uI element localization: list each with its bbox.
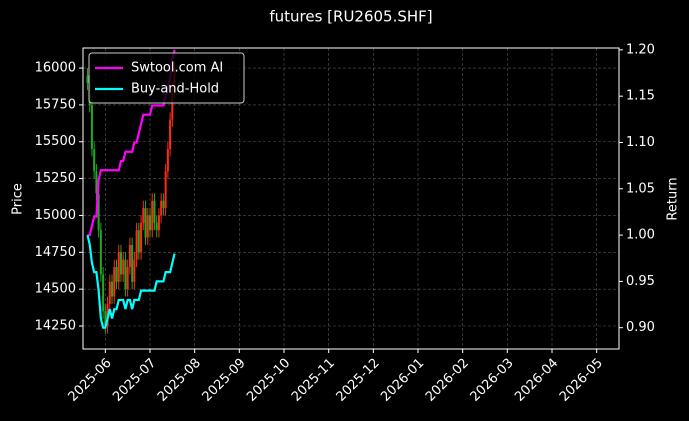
y2-tick-label: 0.90 <box>626 320 655 335</box>
candle-body <box>128 244 131 268</box>
candle-body <box>151 200 154 231</box>
y-tick-label: 15250 <box>35 171 76 186</box>
candle-body <box>160 200 163 216</box>
x-tick-label: 2025-06 <box>66 356 115 405</box>
candle-body <box>146 215 149 238</box>
candle-body <box>142 208 145 223</box>
candle-body <box>166 149 169 172</box>
chart-title: futures [RU2605.SHF] <box>269 8 432 26</box>
y-tick-label: 14750 <box>35 245 76 260</box>
candle-body <box>111 281 114 297</box>
candle-body <box>95 171 98 194</box>
candle-body <box>153 200 156 223</box>
candle-body <box>102 274 105 312</box>
candle-body <box>140 222 143 253</box>
plot-frame <box>82 47 620 350</box>
x-tick-label: 2025-12 <box>334 356 383 405</box>
y-tick-label: 14500 <box>35 282 76 297</box>
candle-body <box>164 171 167 209</box>
x-tick-label: 2026-03 <box>468 356 517 405</box>
candle-body <box>144 208 147 238</box>
candle-body <box>104 311 107 327</box>
candle-body <box>131 244 134 282</box>
x-tick-label: 2026-01 <box>378 356 427 405</box>
x-tick-label: 2025-08 <box>155 356 204 405</box>
candle-body <box>119 252 122 275</box>
candle-body <box>171 90 174 120</box>
candle-body <box>169 119 172 150</box>
y-tick-label: 15750 <box>35 97 76 112</box>
y-axis-label: Price <box>11 183 26 215</box>
candle-body <box>99 230 102 275</box>
candle-body <box>124 259 127 290</box>
candle-body <box>133 259 136 282</box>
candle-body <box>90 104 93 150</box>
y2-tick-label: 1.05 <box>626 181 655 196</box>
candle-body <box>108 281 111 304</box>
candle-body <box>86 75 89 83</box>
y2-axis-label: Return <box>666 177 681 220</box>
candle-body <box>162 200 165 209</box>
legend-box <box>88 52 245 104</box>
candle-body <box>115 267 118 282</box>
x-tick-label: 2026-04 <box>512 356 561 405</box>
x-tick-label: 2025-11 <box>289 356 338 405</box>
x-tick-label: 2025-10 <box>244 356 293 405</box>
y2-tick-label: 0.95 <box>626 274 655 289</box>
line-series <box>86 234 176 329</box>
y-tick-label: 16000 <box>35 61 76 76</box>
x-tick-label: 2025-07 <box>110 356 159 405</box>
x-tick-label: 2026-02 <box>423 356 472 405</box>
y2-tick-label: 1.10 <box>626 135 655 150</box>
y-tick-label: 15500 <box>35 134 76 149</box>
line-series <box>87 49 176 237</box>
legend-label: Swtool.com AI <box>131 61 223 76</box>
candle-body <box>149 215 151 231</box>
candle-body <box>157 215 160 231</box>
y2-tick-label: 1.20 <box>626 42 655 57</box>
candle-body <box>97 193 100 231</box>
candle-body <box>155 222 158 231</box>
candle-body <box>93 149 96 172</box>
candle-body <box>117 252 120 282</box>
x-tick-label: 2026-05 <box>557 356 606 405</box>
candle-body <box>137 230 140 253</box>
y-tick-label: 15000 <box>35 208 76 223</box>
candle-body <box>126 267 129 290</box>
candle-body <box>122 259 125 275</box>
candle-body <box>135 230 138 260</box>
y2-tick-label: 1.15 <box>626 89 655 104</box>
candle-body <box>113 267 116 297</box>
y-tick-label: 14250 <box>35 319 76 334</box>
legend-label: Buy-and-Hold <box>131 82 219 97</box>
y2-tick-label: 1.00 <box>626 228 655 243</box>
x-tick-label: 2025-09 <box>200 356 249 405</box>
